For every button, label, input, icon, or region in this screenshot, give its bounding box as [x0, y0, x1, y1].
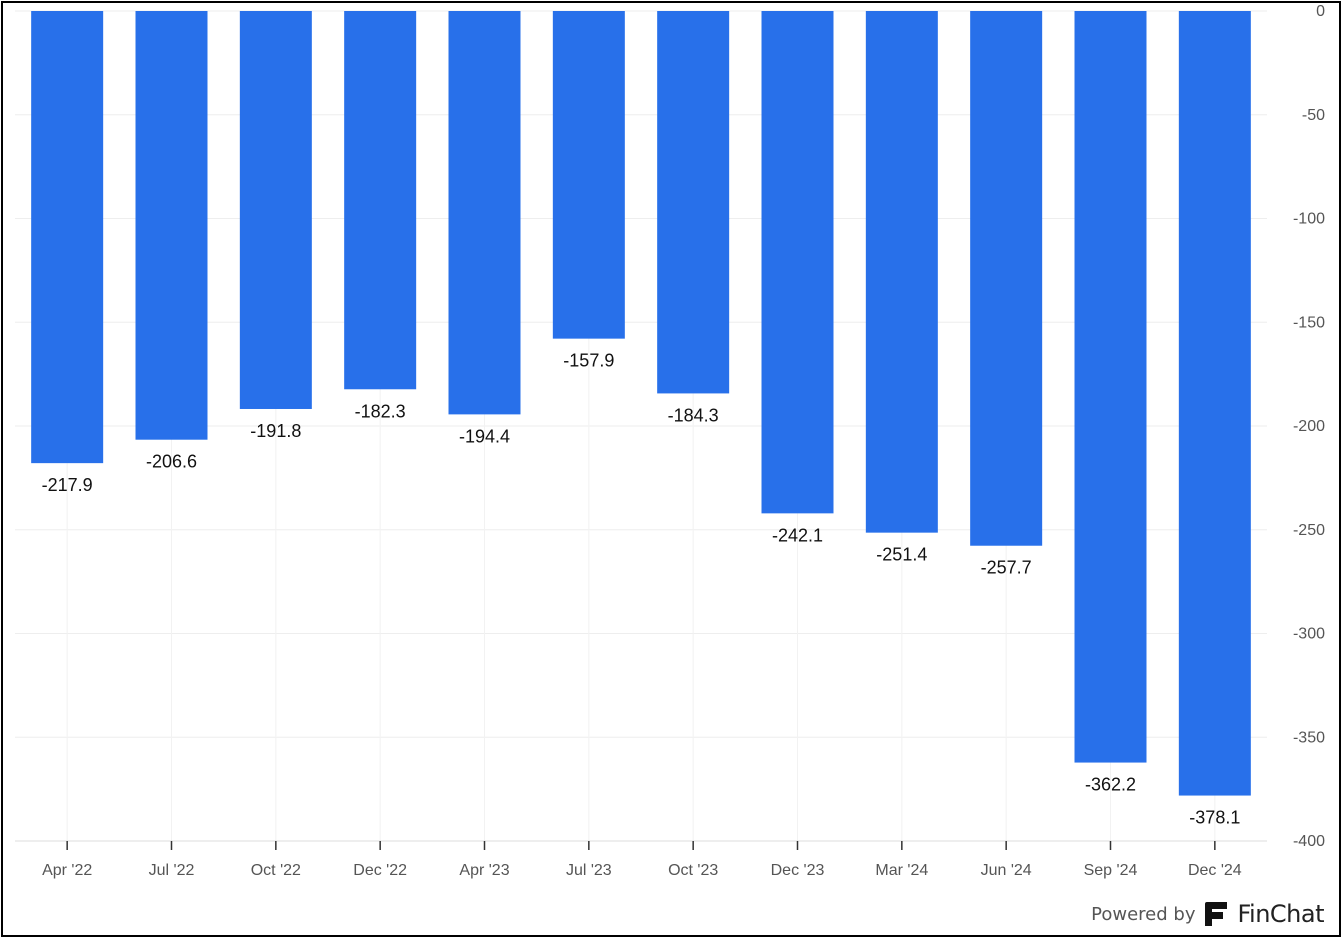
y-tick-label: -300	[1293, 626, 1325, 643]
y-tick-label: -350	[1293, 729, 1325, 746]
x-tick-label: Dec '23	[771, 862, 825, 879]
bar-value-label: -194.4	[459, 426, 510, 446]
bar	[31, 11, 104, 464]
y-tick-label: 0	[1316, 3, 1325, 20]
bar-value-label: -191.8	[250, 421, 301, 441]
bar-value-label: -157.9	[563, 351, 614, 371]
x-tick-label: Apr '22	[42, 862, 92, 879]
bar	[448, 11, 521, 415]
bar-value-label: -242.1	[772, 525, 823, 545]
branding: Powered by FinChat	[1091, 900, 1324, 928]
x-tick-label: Jul '22	[149, 862, 195, 879]
bar	[135, 11, 208, 440]
x-tick-label: Mar '24	[875, 862, 928, 879]
bar	[761, 11, 834, 514]
finchat-brand-name: FinChat	[1237, 900, 1324, 928]
bar	[344, 11, 417, 390]
finchat-logo-icon	[1203, 901, 1229, 927]
x-tick-label: Oct '22	[251, 862, 301, 879]
bar	[552, 11, 625, 339]
bar-value-label: -184.3	[668, 405, 719, 425]
bar	[865, 11, 938, 533]
bar-value-label: -217.9	[42, 475, 93, 495]
bar	[657, 11, 730, 394]
x-tick-label: Sep '24	[1084, 862, 1138, 879]
y-tick-label: -200	[1293, 418, 1325, 435]
y-tick-label: -150	[1293, 314, 1325, 331]
x-tick-label: Dec '22	[353, 862, 407, 879]
y-tick-label: -100	[1293, 211, 1325, 228]
bars	[31, 11, 1251, 796]
bar	[239, 11, 312, 409]
bar-value-label: -257.7	[981, 558, 1032, 578]
powered-by-text: Powered by	[1091, 903, 1196, 925]
bar	[1178, 11, 1251, 796]
y-tick-label: -50	[1302, 107, 1325, 124]
bar-value-label: -206.6	[146, 452, 197, 472]
y-axis: 0 -50 -100 -150 -200 -250 -300 -350 -400	[1293, 3, 1325, 850]
x-tick-label: Dec '24	[1188, 862, 1242, 879]
bar	[970, 11, 1043, 546]
bar-value-label: -182.3	[355, 401, 406, 421]
x-tick-label: Jul '23	[566, 862, 612, 879]
x-tick-label: Oct '23	[668, 862, 718, 879]
x-axis: Apr '22 Jul '22 Oct '22 Dec '22 Apr '23 Jul '…	[15, 840, 1267, 879]
y-tick-label: -400	[1293, 833, 1325, 850]
bar	[1074, 11, 1147, 763]
bar-value-label: -362.2	[1085, 775, 1136, 795]
bar-value-label: -251.4	[876, 545, 927, 565]
bar-value-label: -378.1	[1189, 808, 1240, 828]
value-labels: -217.9 -206.6 -191.8 -182.3 -194.4 -157.9 -184…	[42, 351, 1241, 828]
x-tick-label: Jun '24	[981, 862, 1032, 879]
y-tick-label: -250	[1293, 522, 1325, 539]
x-tick-label: Apr '23	[459, 862, 509, 879]
